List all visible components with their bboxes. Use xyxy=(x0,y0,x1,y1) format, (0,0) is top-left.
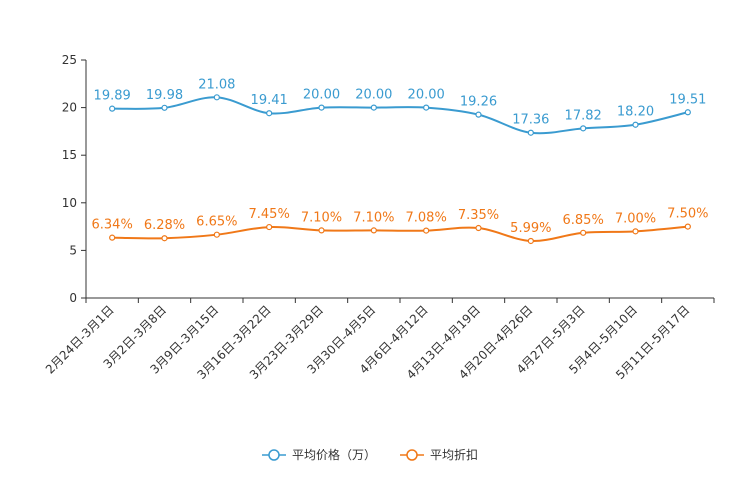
data-point[interactable] xyxy=(632,228,639,235)
y-tick-label: 25 xyxy=(62,53,77,67)
data-label: 19.26 xyxy=(460,95,497,110)
data-label: 7.45% xyxy=(249,207,290,222)
series-avg-price: 19.89 19.98 21.08 19.41 20.00 20.00 20.00 19.26… xyxy=(94,77,706,136)
data-point[interactable] xyxy=(161,235,168,242)
data-label: 17.82 xyxy=(565,108,602,123)
data-point[interactable] xyxy=(266,223,273,231)
data-point[interactable] xyxy=(109,105,116,112)
data-label: 19.41 xyxy=(251,93,288,108)
data-label: 6.34% xyxy=(92,218,133,233)
data-point[interactable] xyxy=(370,104,377,111)
legend-label: 平均折扣 xyxy=(430,447,478,462)
data-label: 7.50% xyxy=(667,207,708,222)
data-point[interactable] xyxy=(475,111,482,118)
y-tick-label: 5 xyxy=(69,243,77,257)
data-label: 19.89 xyxy=(94,89,131,104)
data-point[interactable] xyxy=(684,109,691,116)
data-point[interactable] xyxy=(266,110,273,117)
data-point[interactable] xyxy=(423,104,430,111)
data-point[interactable] xyxy=(527,129,534,136)
data-label: 7.08% xyxy=(406,211,447,226)
data-label: 7.35% xyxy=(458,208,499,223)
data-point[interactable] xyxy=(318,227,325,234)
data-point[interactable] xyxy=(370,227,377,234)
y-tick-label: 10 xyxy=(62,196,77,210)
data-point[interactable] xyxy=(213,231,220,238)
legend-item-avg-discount[interactable]: 平均折扣 xyxy=(400,447,478,462)
data-label: 6.85% xyxy=(563,213,604,228)
y-tick-label: 15 xyxy=(62,148,77,162)
y-tick-label: 0 xyxy=(69,291,77,305)
data-point[interactable] xyxy=(632,121,639,128)
data-label: 19.98 xyxy=(146,88,183,103)
data-label: 6.28% xyxy=(144,218,185,233)
data-point[interactable] xyxy=(109,234,116,241)
data-point[interactable] xyxy=(527,237,534,245)
data-label: 17.36 xyxy=(512,113,549,128)
data-point[interactable] xyxy=(580,125,587,132)
data-point[interactable] xyxy=(423,227,430,234)
series-avg-discount: 6.34% 6.28% 6.65% 7.45% 7.10% 7.10% 7.08% 7.35%… xyxy=(92,207,708,245)
series-layer: 19.89 19.98 21.08 19.41 20.00 20.00 20.00 19.26… xyxy=(92,77,708,245)
data-label: 20.00 xyxy=(355,88,392,103)
data-label: 21.08 xyxy=(198,77,235,92)
data-point[interactable] xyxy=(684,223,691,230)
data-point[interactable] xyxy=(580,229,587,236)
data-point[interactable] xyxy=(475,224,482,232)
y-tick-label: 20 xyxy=(62,101,77,115)
data-label: 6.65% xyxy=(196,215,237,230)
series-line xyxy=(112,96,689,135)
data-label: 18.20 xyxy=(617,105,654,120)
data-label: 20.00 xyxy=(303,88,340,103)
data-label: 7.00% xyxy=(615,211,656,226)
legend: 平均价格（万） 平均折扣 xyxy=(262,447,478,462)
data-label: 5.99% xyxy=(510,221,551,236)
legend-item-avg-price[interactable]: 平均价格（万） xyxy=(262,447,376,462)
data-label: 7.10% xyxy=(301,210,342,225)
data-label: 20.00 xyxy=(408,88,445,103)
data-point[interactable] xyxy=(213,94,220,101)
legend-label: 平均价格（万） xyxy=(292,447,376,462)
data-label: 7.10% xyxy=(353,210,394,225)
legend-circle-icon xyxy=(406,449,418,461)
series-line xyxy=(112,225,688,242)
data-point[interactable] xyxy=(318,104,325,111)
data-point[interactable] xyxy=(161,104,168,111)
data-label: 19.51 xyxy=(669,92,706,107)
legend-circle-icon xyxy=(268,449,280,461)
